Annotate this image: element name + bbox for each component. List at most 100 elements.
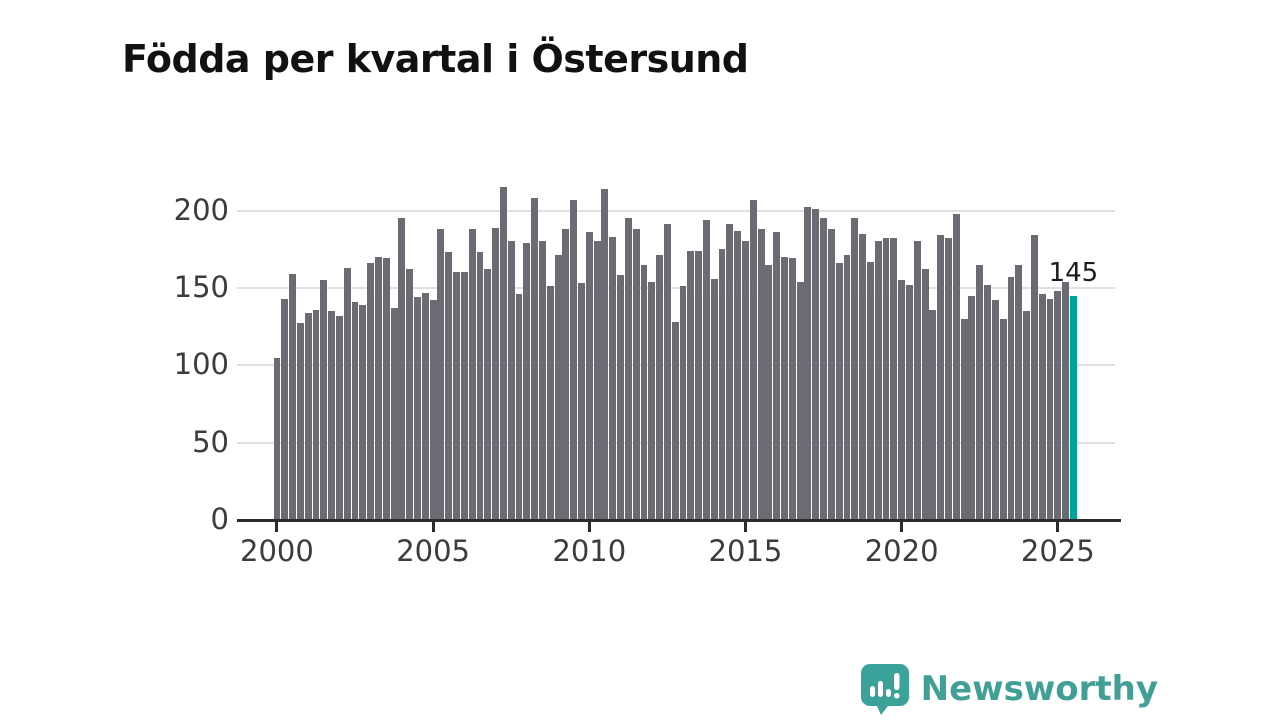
bar-quarter-80 — [898, 280, 906, 520]
bar-quarter-53 — [687, 250, 695, 520]
bar-quarter-35 — [546, 286, 554, 520]
bar-quarter-78 — [882, 238, 890, 520]
bar-quarter-25 — [468, 229, 476, 520]
bar-quarter-21 — [437, 229, 445, 520]
x-axis-tick-2000 — [275, 522, 279, 532]
x-axis-label-2020: 2020 — [864, 534, 939, 568]
bar-quarter-79 — [890, 238, 898, 520]
bar-quarter-65 — [781, 256, 788, 520]
bar-quarter-52 — [679, 286, 687, 520]
x-axis-label-2010: 2010 — [552, 534, 627, 568]
bar-quarter-14 — [382, 258, 390, 520]
bar-quarter-77 — [874, 241, 882, 520]
bar-quarter-86 — [945, 238, 952, 520]
bar-quarter-40 — [585, 232, 593, 520]
bar-quarter-27 — [484, 269, 492, 520]
bar-quarter-88 — [960, 318, 968, 520]
y-axis-label-100: 100 — [173, 347, 229, 382]
x-axis-line — [237, 518, 1121, 522]
newsworthy-logo: Newsworthy — [859, 662, 1158, 716]
bar-quarter-30 — [507, 241, 515, 520]
bar-quarter-92 — [991, 300, 999, 520]
bar-quarter-2 — [289, 273, 296, 520]
bar-quarter-10 — [351, 301, 359, 520]
bar-quarter-73 — [843, 255, 851, 520]
gridline-150 — [237, 286, 1115, 289]
bar-quarter-97 — [1030, 235, 1038, 520]
x-axis-label-2000: 2000 — [240, 534, 314, 568]
bar-quarter-6 — [320, 280, 328, 520]
bar-quarter-26 — [476, 252, 484, 520]
bar-quarter-60 — [742, 241, 749, 520]
bar-quarter-18 — [414, 297, 421, 520]
bar-quarter-33 — [531, 198, 539, 520]
y-axis-label-0: 0 — [210, 502, 229, 536]
bar-quarter-36 — [554, 255, 562, 520]
bar-quarter-29 — [499, 187, 507, 520]
bar-quarter-3 — [296, 323, 304, 520]
bar-quarter-74 — [851, 218, 859, 520]
bar-quarter-87 — [952, 213, 960, 520]
x-axis-label-2005: 2005 — [396, 534, 471, 568]
chart-title: Födda per kvartal i Östersund — [122, 37, 749, 82]
bar-quarter-32 — [523, 242, 531, 520]
bar-quarter-0 — [273, 357, 281, 520]
bar-quarter-23 — [453, 272, 460, 520]
bar-quarter-38 — [570, 199, 578, 520]
x-axis-tick-2005 — [431, 522, 435, 532]
x-axis-tick-2020 — [900, 522, 904, 532]
bar-quarter-83 — [921, 269, 929, 520]
bar-quarter-101 — [1062, 281, 1070, 520]
bar-quarter-20 — [429, 300, 437, 520]
bar-quarter-59 — [734, 230, 742, 520]
bar-quarter-55 — [702, 219, 710, 520]
bar-quarter-37 — [562, 229, 570, 520]
bar-quarter-7 — [328, 311, 336, 520]
bar-quarter-71 — [827, 229, 835, 520]
bar-quarter-96 — [1023, 311, 1031, 520]
x-axis-tick-2025 — [1056, 522, 1060, 532]
bar-quarter-15 — [390, 307, 398, 520]
bar-quarter-1 — [281, 298, 289, 520]
bar-quarter-57 — [718, 249, 726, 520]
bar-quarter-81 — [905, 284, 913, 520]
x-axis-label-2015: 2015 — [708, 534, 783, 568]
bar-quarter-41 — [593, 241, 601, 520]
y-axis-label-50: 50 — [192, 424, 229, 459]
bar-quarter-90 — [976, 264, 984, 520]
x-axis-tick-2015 — [743, 522, 747, 532]
bar-quarter-58 — [726, 224, 734, 520]
bar-quarter-89 — [968, 295, 976, 520]
bar-quarter-45 — [624, 218, 632, 520]
bar-quarter-69 — [812, 208, 820, 520]
bar-quarter-82 — [913, 241, 921, 520]
bar-quarter-9 — [343, 267, 351, 520]
bar-quarter-85 — [937, 235, 945, 520]
bar-highlighted-latest-quarter — [1069, 295, 1077, 520]
bar-quarter-16 — [398, 218, 406, 520]
bar-quarter-94 — [1007, 277, 1015, 520]
bar-quarter-56 — [710, 278, 718, 520]
x-axis-label-2025: 2025 — [1020, 534, 1095, 568]
bar-quarter-64 — [773, 232, 781, 520]
bar-quarter-22 — [445, 252, 453, 520]
bar-quarter-19 — [421, 292, 429, 520]
bar-quarter-44 — [617, 275, 624, 520]
bar-quarter-100 — [1054, 290, 1062, 520]
bar-quarter-31 — [515, 294, 523, 520]
bar-quarter-95 — [1015, 264, 1023, 520]
bar-quarter-99 — [1046, 298, 1054, 520]
bar-quarter-46 — [632, 229, 640, 520]
bar-quarter-75 — [859, 233, 867, 520]
bar-quarter-70 — [820, 218, 827, 520]
bar-quarter-50 — [663, 224, 671, 520]
bar-quarter-68 — [804, 207, 812, 520]
bar-quarter-8 — [335, 315, 343, 520]
bar-quarter-61 — [749, 199, 757, 520]
bar-quarter-12 — [367, 263, 375, 520]
bar-quarter-28 — [492, 227, 500, 520]
bar-quarter-76 — [866, 261, 874, 520]
bar-quarter-4 — [304, 312, 312, 520]
newsworthy-speech-bubble-bar-chart-icon — [860, 664, 909, 715]
